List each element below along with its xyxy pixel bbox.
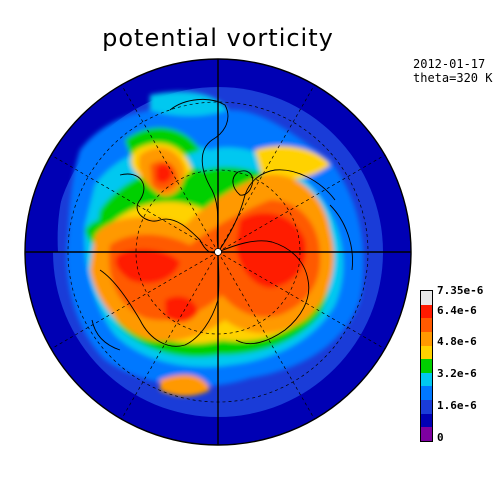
- map-boundary: [24, 58, 412, 446]
- colorbar-label-3_2: 3.2e-6: [437, 367, 477, 380]
- pv-red-core-south: [165, 296, 198, 323]
- coastline-pacific: [91, 319, 121, 351]
- colorbar-segment: [421, 331, 432, 346]
- colorbar-segment: [421, 291, 432, 305]
- colorbar-segment: [421, 318, 432, 332]
- meridian-sw: [120, 251, 219, 421]
- pole-marker: [214, 248, 222, 256]
- meridian-wnw: [50, 154, 219, 253]
- colorbar-segment: [421, 359, 432, 373]
- colorbar: [420, 290, 433, 442]
- meridian-ese: [217, 251, 386, 350]
- colorbar-segment: [421, 372, 432, 387]
- colorbar-label-4_8: 4.8e-6: [437, 335, 477, 348]
- coastline-asia: [329, 204, 353, 271]
- pv-field: [25, 59, 411, 445]
- meridian-ne: [217, 83, 316, 253]
- pv-red-core-west: [115, 249, 180, 284]
- meridian-wsw: [50, 251, 219, 350]
- theta-label: theta=320 K: [413, 71, 493, 85]
- plot-title: potential vorticity: [102, 24, 334, 52]
- pv-yellow-ne: [255, 145, 330, 181]
- coastlines: [91, 99, 353, 351]
- coastline-greenland: [169, 99, 229, 249]
- coastline-siberia: [217, 240, 310, 344]
- colorbar-label-zero: 0: [437, 431, 444, 444]
- colorbar-segment: [421, 400, 432, 414]
- coastline-scandinavia: [232, 170, 254, 196]
- coastline-alaska: [99, 251, 220, 347]
- meridian-ene: [217, 154, 386, 253]
- meridian-nw: [120, 83, 219, 253]
- colorbar-segment: [421, 345, 432, 360]
- pv-blobs: [66, 91, 364, 396]
- colorbar-label-max: 7.35e-6: [437, 284, 484, 297]
- colorbar-segment: [421, 427, 432, 442]
- coastline-canada: [119, 173, 219, 254]
- coastline-europe: [217, 169, 336, 253]
- pv-red-core-nw: [156, 164, 172, 183]
- colorbar-segment: [421, 304, 432, 319]
- colorbar-segment: [421, 386, 432, 401]
- colorbar-label-6_4: 6.4e-6: [437, 304, 477, 317]
- colorbar-label-1_6: 1.6e-6: [437, 399, 477, 412]
- pv-orange-south: [160, 374, 210, 396]
- pv-cyan-north: [150, 91, 228, 116]
- colorbar-segment: [421, 413, 432, 428]
- pv-red-core-east: [236, 212, 306, 288]
- meridian-se: [217, 251, 316, 421]
- date-label: 2012-01-17: [413, 57, 486, 71]
